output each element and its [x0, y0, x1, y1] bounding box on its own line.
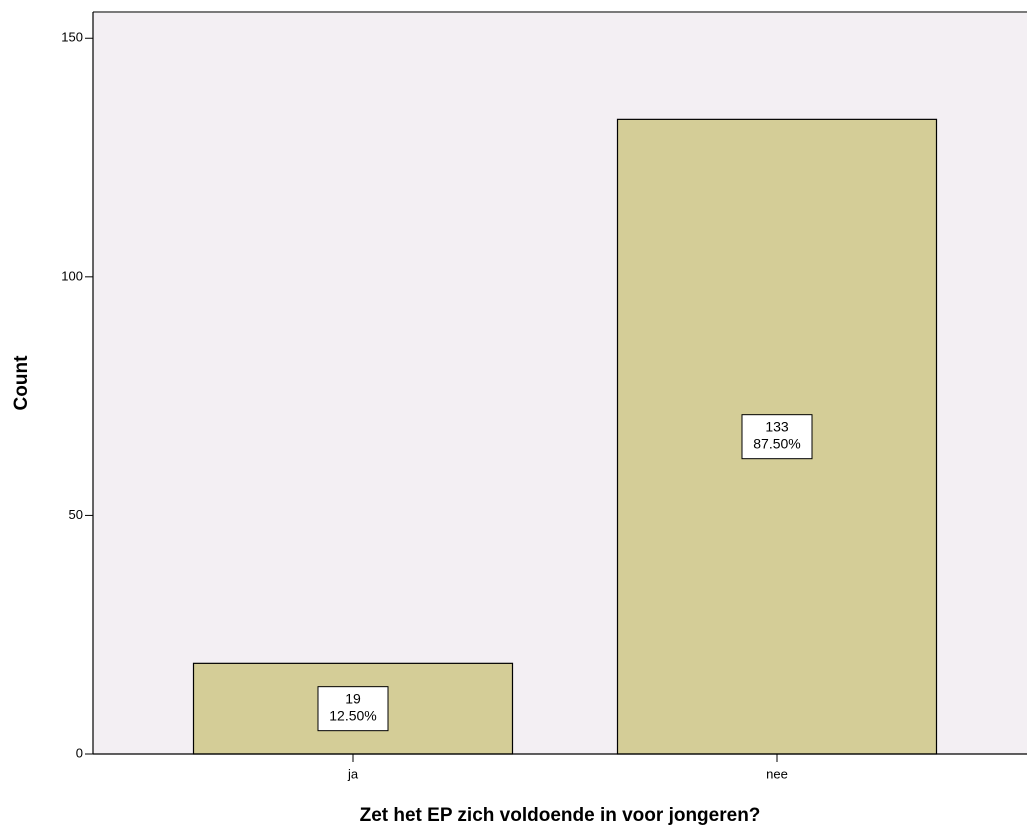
y-tick-label: 0 [76, 745, 83, 760]
y-axis-title: Count [11, 355, 32, 411]
data-label-count: 19 [345, 690, 361, 706]
y-tick-label: 100 [61, 268, 83, 283]
x-tick-label: ja [347, 766, 359, 781]
data-label-percent: 87.50% [753, 435, 800, 451]
y-tick-label: 150 [61, 30, 83, 45]
data-label-box [317, 686, 389, 732]
x-axis-title: Zet het EP zich voldoende in voor jonger… [360, 805, 761, 826]
x-tick-label: nee [766, 766, 788, 781]
data-label-count: 133 [765, 418, 789, 434]
y-tick-label: 50 [69, 507, 83, 522]
data-label-box [741, 414, 813, 460]
data-label-percent: 12.50% [329, 707, 376, 723]
